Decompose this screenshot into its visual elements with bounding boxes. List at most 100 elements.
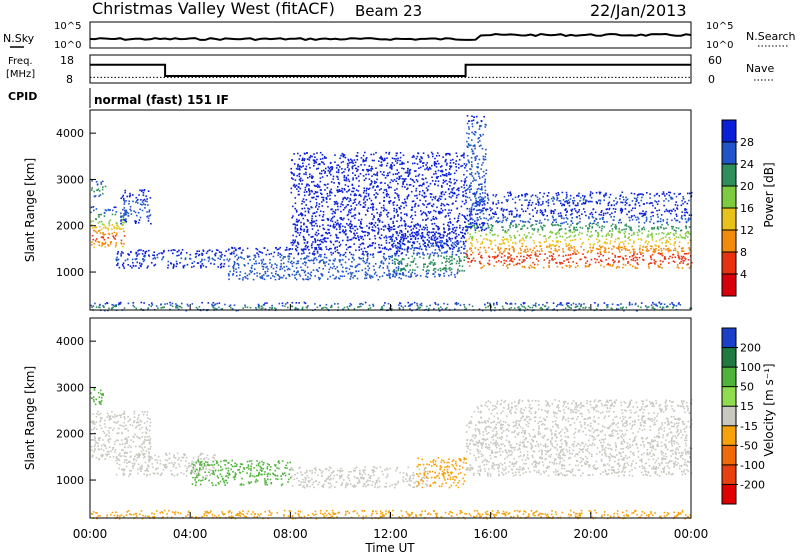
range-cell (407, 246, 409, 248)
range-cell (601, 235, 604, 237)
range-cell (334, 209, 337, 211)
range-cell (304, 189, 307, 191)
range-cell (391, 235, 394, 238)
range-cell (415, 170, 417, 172)
range-cell (437, 228, 440, 231)
range-cell (122, 223, 124, 226)
range-cell (484, 181, 486, 184)
range-cell (528, 254, 531, 257)
range-cell (591, 234, 593, 237)
range-cell (282, 262, 285, 265)
range-cell (442, 156, 444, 158)
range-cell (341, 230, 344, 233)
range-cell (506, 238, 509, 241)
range-cell (376, 274, 378, 277)
range-cell (136, 254, 139, 256)
range-cell (436, 160, 439, 162)
range-cell (307, 207, 309, 210)
range-cell (295, 278, 298, 281)
range-cell (303, 201, 305, 203)
range-cell (640, 212, 643, 215)
range-cell (541, 308, 544, 310)
range-cell (341, 225, 344, 228)
range-cell (674, 241, 676, 243)
range-cell (290, 260, 293, 263)
range-cell (574, 251, 576, 254)
range-cell (315, 161, 317, 164)
range-cell (422, 182, 425, 184)
range-cell (481, 188, 483, 191)
range-cell (467, 257, 469, 259)
range-cell (622, 266, 624, 269)
range-cell (269, 262, 271, 264)
range-cell (398, 232, 401, 234)
range-cell (483, 264, 485, 267)
range-cell (542, 224, 545, 227)
range-cell (675, 201, 677, 203)
range-cell (486, 202, 489, 204)
range-cell (121, 221, 124, 224)
range-cell (337, 222, 339, 224)
range-cell (299, 179, 302, 181)
range-cell (363, 190, 366, 192)
range-cell (673, 261, 676, 263)
range-cell (264, 271, 266, 273)
range-cell (149, 214, 152, 216)
range-cell (514, 237, 517, 239)
range-cell (319, 225, 321, 228)
range-cell (434, 164, 436, 167)
range-cell (321, 154, 324, 156)
range-cell (683, 250, 685, 252)
range-cell (512, 225, 514, 227)
range-cell (469, 173, 471, 175)
range-cell (443, 180, 446, 183)
range-cell (338, 226, 341, 228)
range-cell (366, 261, 368, 264)
range-cell (316, 269, 318, 271)
range-cell (619, 198, 621, 200)
range-cell (433, 163, 436, 165)
range-cell (347, 164, 349, 167)
range-cell (662, 220, 665, 222)
range-cell (486, 193, 489, 195)
range-cell (602, 218, 604, 221)
range-cell (376, 185, 379, 187)
range-cell (376, 186, 378, 188)
range-cell (343, 171, 345, 173)
range-cell (351, 166, 353, 168)
range-cell (657, 228, 660, 230)
range-cell (514, 216, 517, 218)
range-cell (426, 203, 429, 206)
range-cell (314, 212, 316, 214)
range-cell (663, 200, 665, 202)
range-cell (385, 151, 387, 154)
range-cell (358, 180, 360, 182)
range-cell (125, 209, 127, 212)
range-cell (608, 257, 610, 260)
range-cell (302, 158, 304, 161)
range-cell (434, 239, 437, 242)
range-cell (129, 208, 131, 211)
range-cell (663, 247, 665, 250)
range-cell (626, 198, 629, 201)
range-cell (633, 248, 635, 251)
range-cell (480, 267, 482, 269)
range-cell (564, 232, 566, 235)
range-cell (329, 194, 331, 197)
range-cell (671, 219, 673, 222)
range-cell (620, 212, 623, 214)
range-cell (391, 226, 393, 229)
range-cell (333, 215, 336, 218)
range-cell (369, 206, 372, 209)
range-cell (111, 303, 113, 306)
range-cell (525, 237, 527, 239)
range-cell (566, 302, 568, 304)
range-cell (342, 271, 344, 273)
range-cell (387, 172, 389, 175)
range-cell (340, 217, 343, 219)
range-cell (413, 226, 416, 228)
range-cell (446, 244, 448, 246)
range-cell (180, 253, 182, 255)
range-cell (460, 231, 462, 234)
range-cell (162, 255, 165, 258)
